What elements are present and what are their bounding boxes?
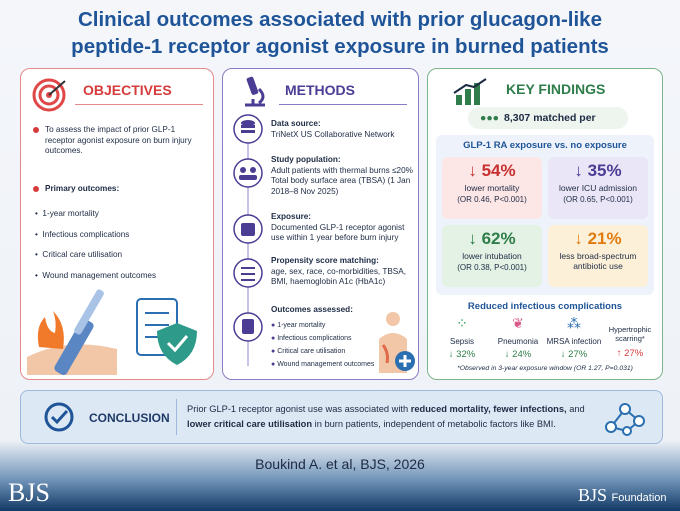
conclusion-segment: lower critical care utilisation <box>187 419 313 429</box>
method-label: Exposure: <box>271 212 312 221</box>
finding-card: ↓ 62% lower intubation (OR 0.38, P<0.001) <box>442 225 542 287</box>
primary-text: Infectious complications <box>42 229 130 239</box>
finding-card: ↓ 21% less broad-spectrum antibiotic use <box>548 225 648 287</box>
objectives-panel: OBJECTIVES To assess the impact of prior… <box>20 68 214 380</box>
infection-label: Hypertrophic scarring* <box>608 325 652 343</box>
outcome-item: ● Wound management outcomes <box>271 361 375 368</box>
conclusion-icon <box>44 402 74 432</box>
primary-text: Critical care utilisation <box>42 250 123 259</box>
infection-label: MRSA infection <box>546 337 602 346</box>
primary-heading: Primary outcomes: <box>33 184 119 195</box>
methods-panel: METHODS Data source: TriNetX US Collabora… <box>222 68 419 380</box>
logo-text: Foundation <box>611 492 667 504</box>
method-item: Propensity score matching: age, sex, race… <box>271 256 416 288</box>
conclusion-segment: in burn patients, independent of metabol… <box>312 419 556 429</box>
infection-item: Hypertrophic scarring* ↑ 27% <box>602 315 658 363</box>
chart-icon <box>453 78 487 105</box>
logo-left: BJS <box>8 478 50 507</box>
outcome-item: ● 1-year mortality <box>271 322 326 329</box>
outcomes-heading: Outcomes assessed: <box>271 305 353 314</box>
divider <box>279 104 407 105</box>
infection-value: ↓ 27% <box>560 349 588 360</box>
microscope-icon <box>245 76 265 107</box>
method-item: Study population: Adult patients with the… <box>271 155 413 197</box>
outcomes-list: ● 1-year mortality ● Infectious complica… <box>271 319 374 371</box>
card-stat: (OR 0.65, P<0.001) <box>563 195 633 204</box>
methods-heading: METHODS <box>285 82 355 98</box>
molecule-icon <box>605 403 645 436</box>
method-label: Study population: <box>271 155 341 164</box>
infection-row: ⁘ Sepsis ↓ 32% ❦ Pneumonia ↓ 24% ⁂ MRSA infec… <box>434 315 658 363</box>
conclusion-segment: Prior GLP-1 receptor agonist use was ass… <box>187 404 411 414</box>
infection-label: Sepsis <box>449 337 474 346</box>
card-label: less broad-spectrum antibiotic use <box>559 251 637 271</box>
finding-card: ↓ 35% lower ICU admission (OR 0.65, P<0.00… <box>548 157 648 219</box>
infection-item: ❦ Pneumonia ↓ 24% <box>490 315 546 363</box>
outcome-text: 1-year mortality <box>277 322 326 329</box>
outcome-text: Infectious complications <box>277 335 352 342</box>
outcome-item: ● Infectious complications <box>271 335 352 342</box>
primary-item: • 1-year mortality <box>35 209 99 218</box>
divider <box>176 399 177 435</box>
outcome-text: Critical care utilisation <box>277 348 346 355</box>
card-value: ↓ 35% <box>574 161 622 180</box>
primary-item: • Wound management outcomes <box>35 270 157 280</box>
primary-item: • Infectious complications <box>35 229 130 239</box>
aim-text: To assess the impact of prior GLP-1 rece… <box>45 125 192 155</box>
method-text: TriNetX US Collaborative Network <box>271 129 395 139</box>
card-label: lower ICU admission <box>559 183 637 193</box>
primary-item: • Critical care utilisation <box>35 250 123 259</box>
infection-label: Pneumonia <box>497 337 539 346</box>
method-text: age, sex, race, co-morbidities, TBSA, BM… <box>271 266 406 287</box>
logo-mark: BJS <box>578 485 608 505</box>
outcome-item: ● Critical care utilisation <box>271 348 346 355</box>
conclusion-segment: reduced mortality, fewer infections, <box>410 404 567 414</box>
objectives-heading: OBJECTIVES <box>83 82 172 98</box>
method-label: Data source: <box>271 119 321 128</box>
method-icons <box>233 114 263 342</box>
illustration <box>27 289 197 375</box>
infection-value: ↓ 24% <box>504 349 532 360</box>
primary-text: 1-year mortality <box>42 209 99 218</box>
title: Clinical outcomes associated with prior … <box>71 8 609 58</box>
target-icon <box>32 78 66 112</box>
card-value: ↓ 62% <box>468 229 516 248</box>
patient-icon <box>379 312 415 373</box>
aim: To assess the impact of prior GLP-1 rece… <box>33 125 205 157</box>
citation: Boukind A. et al, BJS, 2026 <box>255 456 425 472</box>
primary-heading-text: Primary outcomes: <box>45 184 120 193</box>
method-label: Propensity score matching: <box>271 256 379 265</box>
card-stat: (OR 0.38, P<0.001) <box>457 263 527 272</box>
card-label: lower mortality <box>464 183 520 193</box>
card-label: lower intubation <box>462 251 522 261</box>
outcome-text: Wound management outcomes <box>277 361 375 368</box>
divider <box>75 104 203 105</box>
primary-list: • 1-year mortality • Infectious complica… <box>35 204 156 286</box>
cohort-pill: ●●●8,307 matched per cohort <box>468 107 628 146</box>
finding-card: ↓ 54% lower mortality (OR 0.46, P<0.001) <box>442 157 542 219</box>
primary-text: Wound management outcomes <box>42 270 157 280</box>
card-stat: (OR 0.46, P<0.001) <box>457 195 527 204</box>
infection-value: ↓ 32% <box>448 349 476 360</box>
comparison-heading: GLP-1 RA exposure vs. no exposure <box>463 140 627 151</box>
findings-panel: KEY FINDINGS ●●●8,307 matched per cohort… <box>427 68 663 380</box>
infection-heading: Reduced infectious complications <box>467 301 623 312</box>
method-item: Exposure: Documented GLP-1 receptor agoni… <box>271 212 413 244</box>
conclusion-text: Prior GLP-1 receptor agonist use was ass… <box>187 402 597 432</box>
infection-item: ⁂ MRSA infection ↓ 27% <box>546 315 602 360</box>
method-text: Adult patients with thermal burns ≤20% T… <box>271 165 413 196</box>
card-value: ↓ 21% <box>574 229 622 248</box>
conclusion-segment: and <box>566 404 585 414</box>
conclusion-box: CONCLUSION Prior GLP-1 receptor agonist … <box>20 390 663 444</box>
method-item: Data source: TriNetX US Collaborative Net… <box>271 119 413 140</box>
infection-value: ↑ 27% <box>616 348 644 359</box>
infection-item: ⁘ Sepsis ↓ 32% <box>434 315 490 363</box>
card-value: ↓ 54% <box>468 161 516 180</box>
method-text: Documented GLP-1 receptor agonist use wi… <box>271 222 405 243</box>
findings-heading: KEY FINDINGS <box>506 81 606 97</box>
footnote: *Observed in 3-year exposure window (OR … <box>457 365 633 372</box>
conclusion-heading: CONCLUSION <box>89 411 170 425</box>
logo-right: BJS Foundation <box>578 485 667 506</box>
